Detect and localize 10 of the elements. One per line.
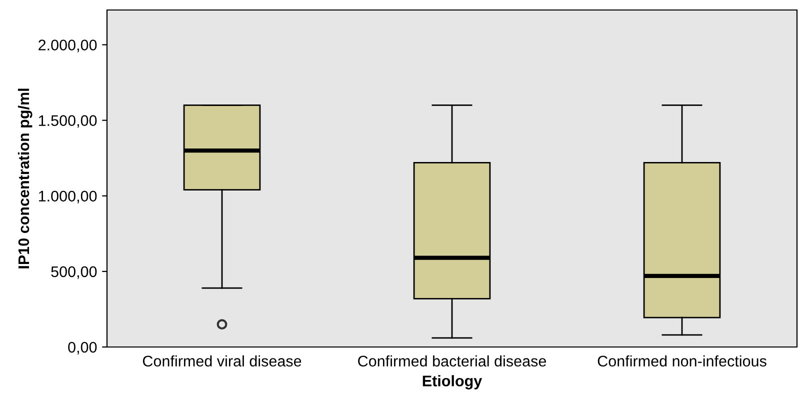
y-tick-label: 0,00 [68, 342, 97, 354]
x-tick-label: Confirmed viral disease [142, 355, 302, 367]
x-axis-title: Etiology [422, 375, 482, 390]
y-axis-title: IP10 concentration pg/ml [18, 88, 32, 268]
y-tick-label: 2.000,00 [38, 40, 97, 52]
y-tick-label: 1.000,00 [38, 190, 97, 204]
y-tick-label: 500,00 [51, 266, 97, 279]
x-tick-label: Confirmed non-infectious [598, 355, 766, 367]
x-tick-label: Confirmed bacterial disease [358, 355, 546, 367]
y-tick-label: 1.500,00 [38, 115, 97, 128]
